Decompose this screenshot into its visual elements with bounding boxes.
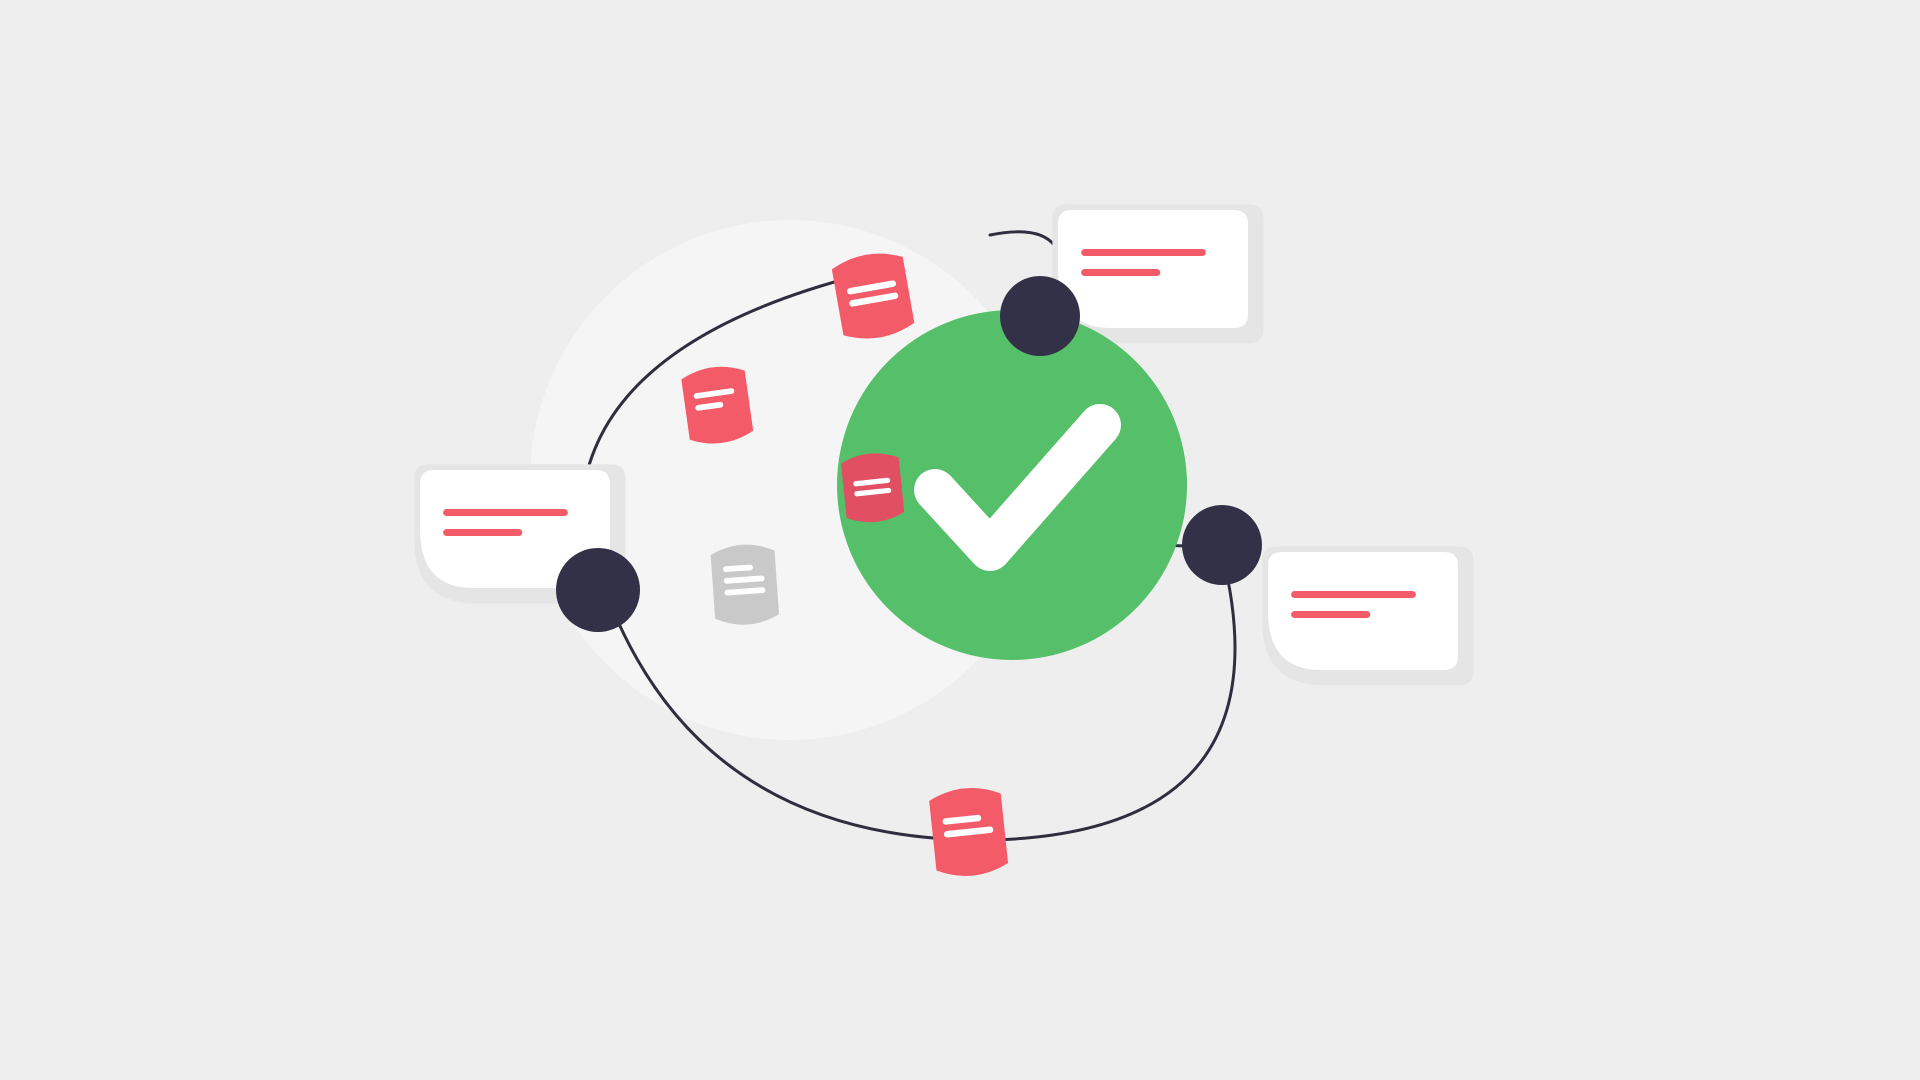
doc-text-line	[946, 818, 978, 821]
doc-tag-2	[840, 451, 905, 525]
doc-text-line	[947, 830, 990, 835]
doc-tag-0	[680, 363, 754, 447]
message-card-face	[1058, 210, 1248, 328]
node-circle-2	[1182, 505, 1262, 585]
doc-text-line	[698, 405, 720, 408]
message-card-2	[1262, 546, 1473, 685]
doc-tag-4	[928, 785, 1009, 880]
doc-body	[830, 249, 915, 344]
doc-body	[840, 451, 905, 525]
doc-text-line	[856, 480, 888, 483]
doc-tag-3	[710, 543, 779, 627]
message-card-1	[1052, 204, 1263, 343]
doc-text-line	[726, 567, 750, 569]
doc-text-line	[857, 490, 889, 493]
diagram-stage	[0, 0, 1920, 1080]
doc-tag-1	[830, 249, 915, 344]
doc-body	[710, 543, 779, 627]
node-circle-0	[556, 548, 640, 632]
doc-text-line	[727, 578, 762, 580]
message-card-face	[1268, 552, 1458, 670]
node-circle-1	[1000, 276, 1080, 356]
doc-text-line	[727, 590, 762, 592]
diagram-svg	[0, 0, 1920, 1080]
